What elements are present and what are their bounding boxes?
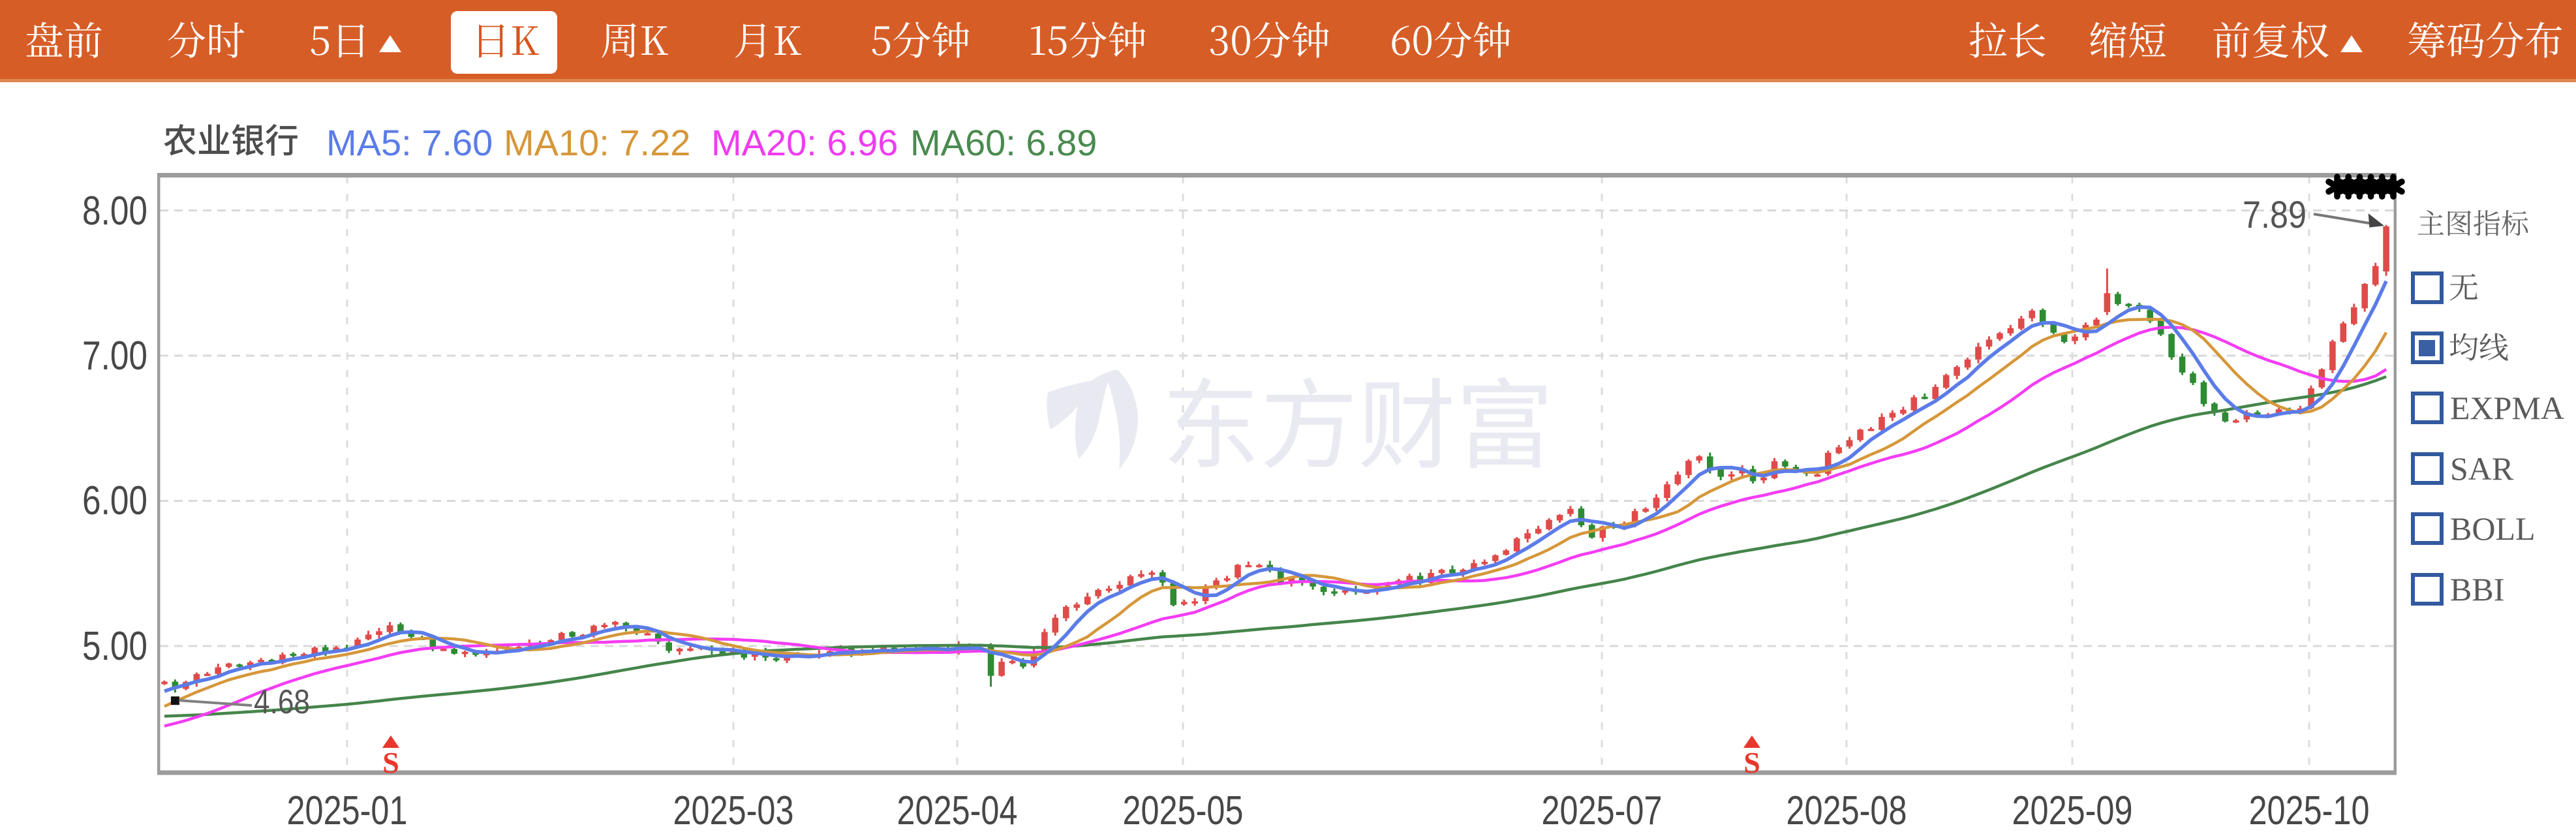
svg-text:2025-03: 2025-03	[673, 788, 794, 833]
svg-text:2025-08: 2025-08	[1786, 788, 1907, 833]
svg-text:MA5: 7.60: MA5: 7.60	[326, 122, 493, 163]
svg-text:6.00: 6.00	[82, 478, 147, 523]
svg-text:S: S	[382, 746, 399, 779]
svg-text:EXPMA: EXPMA	[2450, 390, 2564, 426]
svg-text:2025-05: 2025-05	[1123, 788, 1244, 833]
svg-text:MA60: 6.89: MA60: 6.89	[910, 122, 1097, 163]
svg-text:4.68: 4.68	[254, 683, 310, 721]
svg-text:BOLL: BOLL	[2450, 510, 2536, 547]
svg-text:7.00: 7.00	[82, 333, 147, 378]
svg-text:2025-04: 2025-04	[897, 788, 1018, 833]
svg-text:7.89: 7.89	[2243, 194, 2307, 236]
svg-text:MA10: 7.22: MA10: 7.22	[504, 122, 690, 163]
svg-text:2025-10: 2025-10	[2249, 788, 2370, 833]
svg-text:5.00: 5.00	[82, 624, 147, 669]
svg-text:2025-09: 2025-09	[2012, 788, 2133, 833]
svg-text:2025-01: 2025-01	[287, 788, 408, 833]
svg-text:2025-07: 2025-07	[1542, 788, 1663, 833]
svg-text:BBI: BBI	[2450, 571, 2504, 608]
svg-text:MA20: 6.96: MA20: 6.96	[711, 122, 898, 163]
svg-text:S: S	[1743, 746, 1760, 779]
svg-text:8.00: 8.00	[82, 189, 147, 234]
svg-text:SAR: SAR	[2450, 450, 2514, 487]
